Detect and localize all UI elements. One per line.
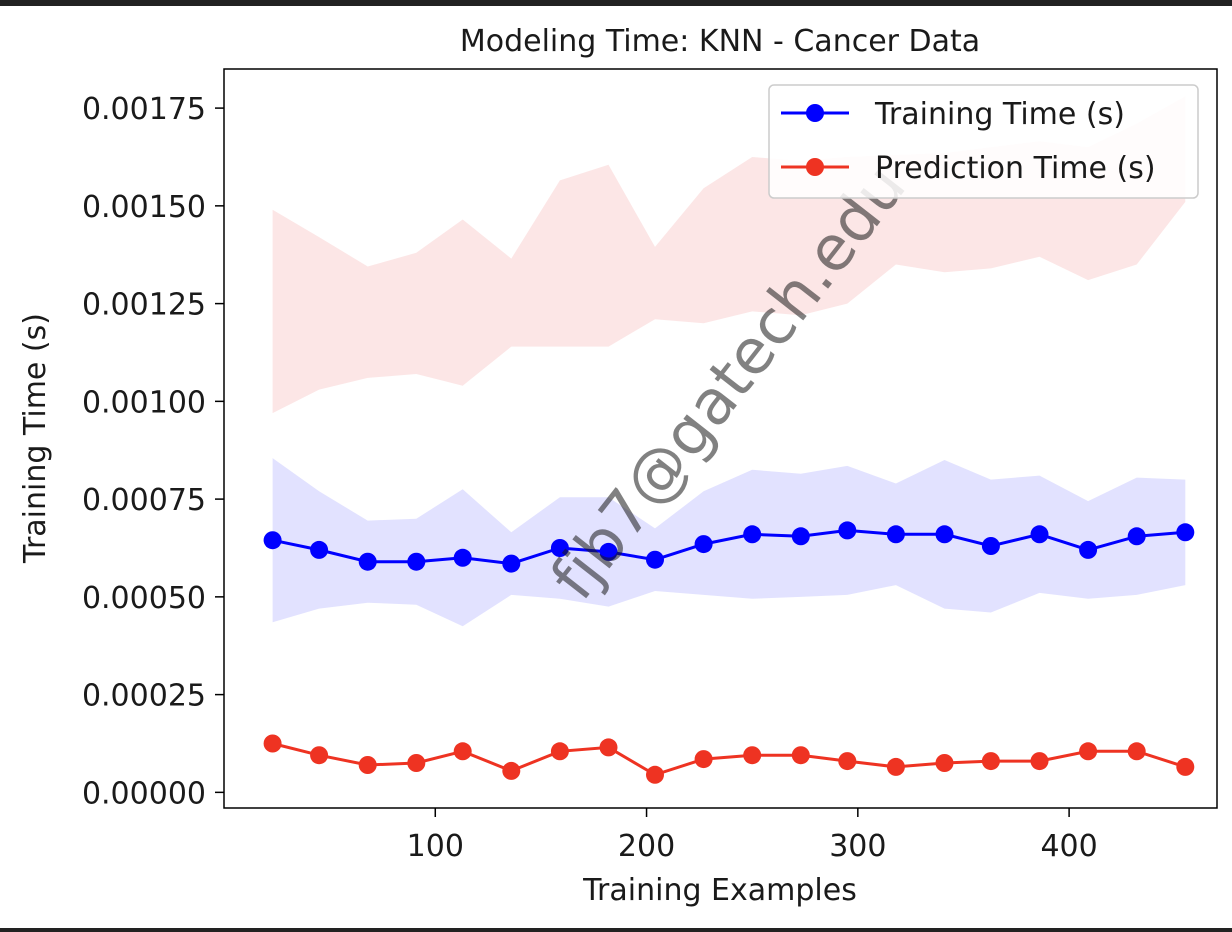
prediction-point — [453, 742, 472, 761]
prediction-point — [599, 738, 618, 757]
legend-box — [768, 84, 1199, 199]
legend-marker-training — [806, 104, 824, 122]
y-tick-label: 0.00025 — [82, 679, 206, 714]
prediction-point — [1079, 742, 1098, 761]
training-point — [981, 537, 1000, 555]
prediction-point — [1030, 752, 1049, 771]
legend-marker-prediction — [806, 158, 824, 176]
y-tick-label: 0.00050 — [82, 581, 206, 616]
training-point — [502, 554, 521, 573]
training-band — [272, 458, 1186, 627]
prediction-point — [981, 752, 1000, 771]
training-point — [407, 552, 426, 571]
bottom-border — [0, 928, 1232, 932]
prediction-point — [358, 756, 377, 774]
y-axis-label: Training Time (s) — [18, 313, 53, 564]
training-point — [453, 548, 472, 567]
prediction-point — [1176, 757, 1195, 776]
legend-label-training: Training Time (s) — [874, 97, 1125, 132]
prediction-point — [263, 734, 282, 753]
training-point — [263, 531, 282, 550]
training-point — [838, 521, 857, 540]
training-point — [886, 525, 905, 544]
training-point — [358, 552, 377, 571]
training-point — [1079, 540, 1098, 559]
x-tick-label: 100 — [407, 829, 464, 864]
top-border — [0, 0, 1232, 6]
prediction-point — [694, 750, 713, 769]
x-axis-ticks: 100 200 300 400 — [407, 808, 1098, 864]
prediction-point — [407, 754, 426, 772]
x-tick-label: 400 — [1040, 829, 1097, 864]
y-tick-label: 0.00000 — [82, 776, 206, 811]
y-tick-label: 0.00150 — [82, 190, 206, 225]
x-tick-label: 300 — [829, 829, 886, 864]
training-point — [743, 525, 762, 544]
prediction-point — [310, 746, 329, 765]
y-tick-label: 0.00125 — [82, 288, 206, 323]
x-axis-label: Training Examples — [582, 873, 857, 908]
training-point — [694, 535, 713, 554]
y-tick-label: 0.00075 — [82, 483, 206, 518]
training-point — [935, 525, 954, 544]
training-point — [310, 540, 329, 559]
prediction-point — [886, 757, 905, 776]
prediction-point — [935, 754, 954, 772]
training-point — [1176, 523, 1195, 542]
training-point — [550, 539, 569, 557]
training-point — [646, 550, 664, 569]
plot-frame — [223, 68, 1218, 809]
prediction-point — [1127, 742, 1146, 761]
training-point — [1127, 527, 1146, 546]
prediction-point — [646, 765, 664, 784]
prediction-point — [838, 752, 857, 771]
training-point — [791, 527, 810, 546]
x-tick-label: 200 — [618, 829, 675, 864]
prediction-point — [550, 742, 569, 761]
y-tick-label: 0.00175 — [82, 92, 206, 127]
prediction-point — [743, 746, 762, 765]
y-axis-ticks: 0.00000 0.00025 0.00050 0.00075 0.00100 0.001… — [82, 92, 224, 811]
training-point — [1030, 525, 1049, 544]
prediction-point — [791, 746, 810, 765]
prediction-point — [502, 761, 521, 780]
y-tick-label: 0.00100 — [82, 385, 206, 420]
legend-label-prediction: Prediction Time (s) — [875, 151, 1156, 186]
series-points — [263, 521, 1195, 784]
training-point — [599, 542, 618, 561]
chart-title: Modeling Time: KNN - Cancer Data — [460, 24, 980, 59]
legend: Training Time (s) Prediction Time (s) — [768, 84, 1199, 199]
